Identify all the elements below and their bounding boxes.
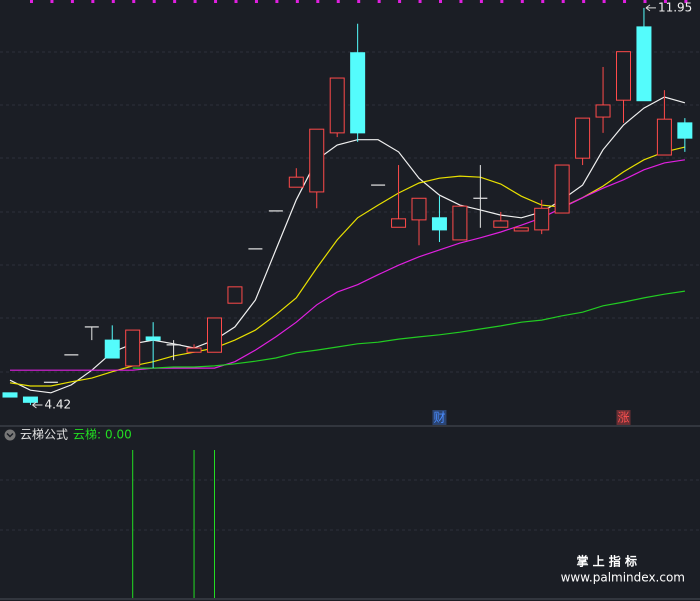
watermark-title: 掌 上 指 标 [576, 554, 637, 569]
dot [459, 0, 463, 3]
annotation-arrow [645, 4, 656, 12]
dot [479, 0, 483, 3]
marker-label: 财 [433, 411, 445, 425]
candle-body [513, 227, 529, 232]
dot [173, 0, 177, 3]
candle-body [145, 336, 161, 341]
candle-body [2, 392, 18, 398]
panel-title: 云梯公式 [20, 428, 68, 442]
candle-body [656, 118, 672, 156]
candle-body [186, 347, 202, 353]
collapse-icon[interactable] [4, 429, 16, 441]
candle-body [104, 339, 120, 359]
dot [602, 0, 606, 3]
dot [234, 0, 238, 3]
grid [0, 51, 700, 531]
dot [111, 0, 115, 3]
annotation-label: 4.42 [44, 397, 71, 411]
dot [418, 0, 422, 3]
moving-average [9, 96, 686, 394]
candle-body [493, 220, 509, 228]
annotation-arrow [32, 401, 43, 409]
candle-body [329, 77, 345, 134]
dot [91, 0, 95, 3]
dot [398, 0, 402, 3]
marker-box [616, 410, 631, 425]
candle-body [534, 207, 550, 231]
candle-body [431, 217, 447, 231]
dot [336, 0, 340, 3]
dot [193, 0, 197, 3]
moving-average [10, 159, 685, 371]
dot [30, 0, 33, 3]
candle-body [636, 26, 652, 102]
dot [254, 0, 258, 3]
dot [561, 0, 565, 3]
candle-body [207, 317, 222, 353]
dot [70, 0, 74, 3]
dot [663, 0, 667, 3]
dot [316, 0, 320, 3]
candle-body [411, 197, 427, 221]
candle-body [288, 176, 304, 188]
legend-value: 0.00 [105, 428, 132, 442]
watermark-url: www.palmindex.com [561, 571, 685, 585]
dot [520, 0, 524, 3]
dot [214, 0, 218, 3]
dot [643, 0, 647, 3]
dot [357, 0, 361, 3]
dot [684, 0, 688, 3]
dot [500, 0, 504, 3]
dot [152, 0, 156, 3]
candle-body [452, 205, 468, 241]
dot [377, 0, 381, 3]
dot [439, 0, 442, 3]
dot [541, 0, 545, 3]
legend-name: 云梯: [73, 428, 101, 442]
marker-box [432, 410, 447, 425]
dot [275, 0, 279, 3]
candle-body [125, 329, 141, 367]
top-dots [30, 0, 688, 3]
candle-body [616, 51, 631, 101]
candle-body [391, 218, 407, 228]
dot [295, 0, 299, 3]
candle-body [677, 122, 693, 139]
candle-body [350, 52, 366, 134]
candle-body [554, 164, 570, 214]
annotation-label: 11.95 [658, 0, 692, 14]
marker-label: 涨 [617, 410, 629, 425]
dot [623, 0, 627, 3]
chevron [6, 432, 14, 438]
candle-body [575, 117, 591, 159]
candle-body [227, 286, 243, 304]
moving-average [132, 290, 685, 369]
dot [132, 0, 136, 3]
candle-body [22, 396, 38, 403]
candle-body [595, 104, 611, 118]
dot [582, 0, 586, 3]
candle-body [309, 128, 325, 193]
dot [50, 0, 54, 3]
